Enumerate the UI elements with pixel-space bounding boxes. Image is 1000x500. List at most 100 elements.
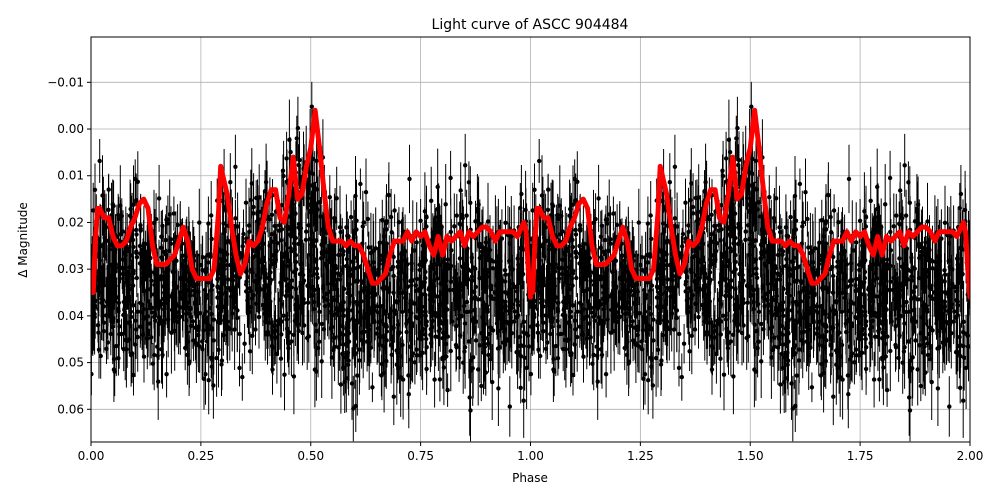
data-point bbox=[611, 318, 617, 323]
data-point bbox=[264, 292, 269, 298]
data-point bbox=[146, 260, 151, 266]
data-point bbox=[97, 242, 103, 247]
data-point bbox=[662, 240, 668, 245]
data-point bbox=[732, 318, 737, 323]
data-point bbox=[643, 266, 648, 271]
data-point bbox=[860, 253, 866, 259]
data-point bbox=[543, 313, 548, 318]
data-point bbox=[104, 238, 109, 243]
data-point bbox=[843, 291, 848, 296]
data-point bbox=[858, 294, 863, 299]
data-point bbox=[942, 342, 948, 347]
data-point bbox=[592, 312, 597, 318]
data-point bbox=[106, 302, 111, 307]
data-point bbox=[538, 290, 543, 295]
data-point bbox=[785, 329, 790, 334]
data-point bbox=[209, 236, 214, 242]
data-point bbox=[108, 314, 113, 319]
data-point bbox=[630, 319, 635, 324]
data-point bbox=[847, 344, 852, 349]
data-point bbox=[167, 212, 172, 217]
data-point bbox=[483, 370, 488, 375]
data-point bbox=[625, 339, 630, 344]
y-tick-label: 0.06 bbox=[57, 402, 84, 416]
data-point bbox=[723, 276, 728, 282]
data-point bbox=[718, 283, 724, 288]
data-point bbox=[947, 404, 952, 409]
data-point bbox=[530, 208, 535, 213]
data-point bbox=[848, 298, 853, 304]
data-point bbox=[198, 311, 203, 316]
data-point bbox=[244, 282, 249, 287]
data-point bbox=[524, 365, 529, 371]
data-point bbox=[97, 258, 103, 263]
data-point bbox=[301, 323, 307, 328]
data-point bbox=[426, 287, 431, 292]
data-point bbox=[316, 301, 321, 307]
data-point bbox=[655, 304, 660, 309]
data-point bbox=[754, 187, 759, 192]
data-point bbox=[854, 353, 859, 358]
data-point bbox=[188, 293, 193, 298]
data-point bbox=[734, 136, 739, 141]
data-point bbox=[255, 248, 260, 253]
data-point bbox=[603, 237, 608, 243]
data-point bbox=[440, 259, 445, 264]
data-point bbox=[541, 329, 546, 334]
data-point bbox=[347, 293, 353, 298]
data-point bbox=[315, 207, 320, 212]
data-point bbox=[220, 280, 225, 286]
data-point bbox=[863, 323, 868, 328]
data-point bbox=[317, 309, 322, 314]
data-point bbox=[883, 341, 888, 347]
data-point bbox=[806, 290, 812, 295]
data-point bbox=[361, 220, 366, 225]
data-point bbox=[297, 157, 302, 163]
data-point bbox=[350, 316, 356, 321]
data-point bbox=[253, 327, 258, 332]
data-point bbox=[248, 305, 253, 310]
data-point bbox=[112, 275, 117, 281]
data-point bbox=[196, 324, 201, 329]
data-point bbox=[615, 310, 621, 315]
data-point bbox=[811, 320, 816, 325]
data-point bbox=[537, 258, 542, 263]
data-point bbox=[875, 314, 880, 319]
data-point bbox=[298, 203, 303, 208]
data-point bbox=[556, 300, 561, 305]
data-point bbox=[196, 328, 201, 333]
data-point bbox=[406, 392, 411, 397]
data-point bbox=[719, 260, 724, 265]
data-point bbox=[461, 263, 466, 269]
data-point bbox=[314, 271, 320, 277]
data-point bbox=[402, 271, 407, 276]
data-point bbox=[488, 326, 494, 331]
data-point bbox=[244, 269, 249, 275]
data-point bbox=[307, 268, 312, 273]
data-point bbox=[579, 265, 584, 270]
data-point bbox=[381, 322, 386, 327]
data-point bbox=[577, 324, 582, 329]
data-point bbox=[659, 291, 664, 297]
data-point bbox=[852, 360, 857, 365]
data-point bbox=[779, 351, 784, 356]
data-point bbox=[587, 321, 592, 326]
data-point bbox=[344, 256, 350, 262]
data-point bbox=[225, 319, 230, 324]
data-point bbox=[444, 307, 450, 312]
data-point bbox=[646, 378, 651, 383]
data-point bbox=[820, 253, 825, 259]
data-point bbox=[293, 252, 298, 258]
data-point bbox=[296, 221, 302, 227]
data-point bbox=[137, 243, 143, 249]
data-point bbox=[338, 382, 344, 387]
data-point bbox=[468, 408, 473, 413]
data-point bbox=[817, 257, 822, 263]
data-point bbox=[822, 345, 827, 351]
data-point bbox=[904, 299, 909, 305]
data-point bbox=[488, 357, 493, 362]
data-point bbox=[779, 323, 785, 329]
data-point bbox=[387, 312, 392, 317]
data-point bbox=[794, 373, 799, 378]
data-point bbox=[519, 256, 525, 262]
